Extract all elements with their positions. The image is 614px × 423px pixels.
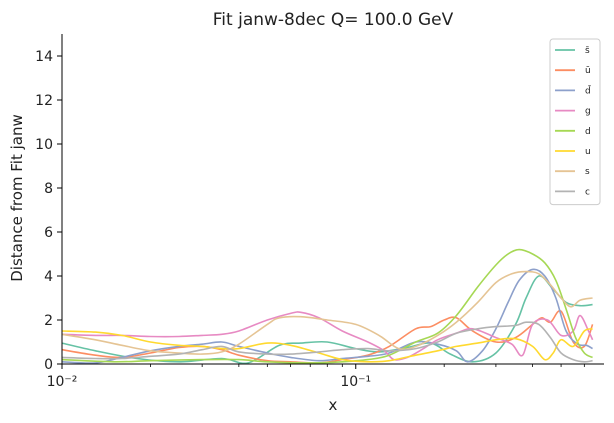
legend-label: u [585,147,591,157]
y-tick-label: 10 [35,137,53,153]
series-layer [61,248,594,365]
series-line-7 [61,270,593,355]
y-tick-label: 12 [35,93,53,109]
legend-label: g [585,107,591,117]
legend-label: d [585,127,591,137]
y-tick-label: 14 [35,49,53,65]
chart-title: Fit janw-8dec Q= 100.0 GeV [213,10,454,30]
x-axis-title: x [329,396,338,414]
y-tick-label: 6 [44,225,53,241]
y-axis-title: Distance from Fit janw [8,114,26,282]
y-tick-label: 2 [44,313,53,329]
series-line-6 [61,328,593,363]
legend-label: s̄ [585,46,590,56]
axes: 0 2 4 6 8 10 12 14 10⁻² 10⁻¹ [35,34,604,390]
legend-label: s [585,167,590,177]
x-tick-label: 10⁻¹ [340,374,371,390]
y-tick-label: 8 [44,181,53,197]
x-tick-label: 10⁻² [47,374,78,390]
y-tick-label: 0 [44,357,53,373]
legend-label: c [585,187,590,197]
legend-box [549,38,601,206]
y-tick-label: 4 [44,269,53,285]
series-line-5 [61,248,593,364]
series-line-8 [61,321,593,363]
legend-label: ū [585,66,591,76]
legend-label: d̄ [585,85,592,97]
